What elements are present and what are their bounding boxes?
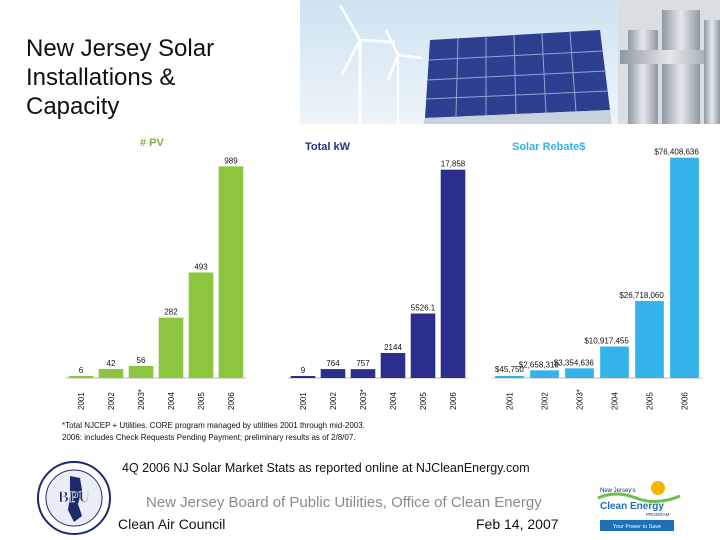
bar-value-label: $3,354,636 (554, 358, 595, 367)
njce-line-3: PROGRAM (646, 512, 670, 517)
x-tick-label: 2002 (541, 392, 550, 410)
bar-value-label: 757 (356, 359, 370, 368)
bar-value-label: 9 (301, 366, 306, 375)
x-tick-label: 2004 (611, 392, 620, 410)
bar-value-label: 764 (326, 359, 340, 368)
rebate-chart-title: Solar Rebate$ (512, 141, 585, 153)
chart-panel: # PV Total kW Solar Rebate$ 6 2001 42 2002 5… (60, 124, 720, 452)
bar-2001 (290, 376, 316, 378)
kw-chart-title: Total kW (305, 141, 351, 153)
njce-line-1: New Jersey's (600, 488, 636, 494)
slide-title: New Jersey Solar Installations & Capacit… (26, 35, 215, 120)
bar-value-label: 56 (137, 356, 146, 365)
x-tick-label: 2003* (576, 389, 585, 410)
bar-value-label: 17,858 (441, 160, 466, 169)
bar-value-label: $2,658,310 (519, 360, 560, 369)
presentation-date: Feb 14, 2007 (476, 516, 559, 532)
bpu-seal-logo: BPU (37, 461, 111, 535)
bar-2002 (320, 369, 346, 378)
bar-value-label: 5526.1 (411, 304, 436, 313)
bar-2003 (128, 366, 154, 378)
pv-chart-title: # PV (140, 137, 165, 149)
wind-turbine-icon (338, 4, 423, 128)
pv-chart: 6 2001 42 2002 56 2003* 282 2004 493 2005 989 2006 (66, 156, 246, 410)
bar-2001 (495, 376, 524, 378)
x-tick-label: 2006 (681, 392, 690, 410)
x-tick-label: 2005 (419, 392, 428, 410)
x-tick-label: 2004 (389, 392, 398, 410)
bar-2006 (670, 157, 699, 378)
bar-2002 (98, 369, 124, 378)
bar-2006 (218, 166, 244, 378)
x-tick-label: 2005 (197, 392, 206, 410)
chart-area: # PV Total kW Solar Rebate$ 6 2001 42 2002 5… (62, 137, 702, 442)
bar-value-label: 6 (79, 366, 84, 375)
bar-2006 (440, 169, 466, 378)
x-tick-label: 2001 (506, 392, 515, 410)
bar-value-label: 42 (107, 359, 116, 368)
bpu-logo-text: BPU (58, 489, 90, 506)
x-tick-label: 2003* (359, 389, 368, 410)
bar-2004 (600, 346, 629, 378)
x-tick-label: 2006 (227, 392, 236, 410)
njce-tagline: Your Power to Save (613, 524, 661, 530)
bar-value-label: 989 (224, 156, 238, 165)
bar-value-label: $10,917,455 (584, 337, 629, 346)
board-name: New Jersey Board of Public Utilities, Of… (146, 494, 542, 511)
solar-panel-icon (422, 30, 612, 128)
x-tick-label: 2006 (449, 392, 458, 410)
x-tick-label: 2002 (107, 392, 116, 410)
bar-2005 (188, 272, 214, 378)
industrial-pipes-icon (618, 0, 720, 128)
kw-chart: 9 2001 764 2002 757 2003* 2144 2004 5526.1 2005 17… (288, 160, 468, 410)
bar-2003 (565, 368, 594, 378)
x-tick-label: 2001 (299, 392, 308, 410)
bar-value-label: $45,750 (495, 365, 524, 374)
bar-value-label: 2144 (384, 343, 402, 352)
x-tick-label: 2002 (329, 392, 338, 410)
bar-2002 (530, 370, 559, 378)
bar-value-label: 282 (164, 308, 178, 317)
footnote-line-1: *Total NJCEP + Utilities. CORE program m… (62, 421, 365, 430)
bar-value-label: $76,408,636 (654, 148, 699, 157)
bar-2004 (380, 352, 406, 378)
footnote-line-2: 2006: includes Check Requests Pending Pa… (62, 433, 356, 442)
renewable-energy-photo-banner (300, 0, 720, 128)
bar-value-label: $26,718,060 (619, 291, 664, 300)
nj-clean-energy-logo: New Jersey's Clean Energy PROGRAM Your P… (597, 481, 681, 531)
bar-2003 (350, 369, 376, 378)
bar-2001 (68, 376, 94, 378)
stats-caption: 4Q 2006 NJ Solar Market Stats as reporte… (122, 461, 530, 475)
x-tick-label: 2005 (646, 392, 655, 410)
bar-2004 (158, 317, 184, 378)
bar-value-label: 493 (194, 262, 208, 271)
njce-line-2: Clean Energy (600, 501, 664, 512)
x-tick-label: 2003* (137, 389, 146, 410)
rebate-chart: $45,750 2001 $2,658,310 2002 $3,354,636 2003*… (492, 148, 702, 410)
presenter-name: Clean Air Council (118, 516, 226, 532)
bar-2005 (635, 300, 664, 378)
x-tick-label: 2004 (167, 392, 176, 410)
x-tick-label: 2001 (77, 392, 86, 410)
bar-2005 (410, 313, 436, 378)
